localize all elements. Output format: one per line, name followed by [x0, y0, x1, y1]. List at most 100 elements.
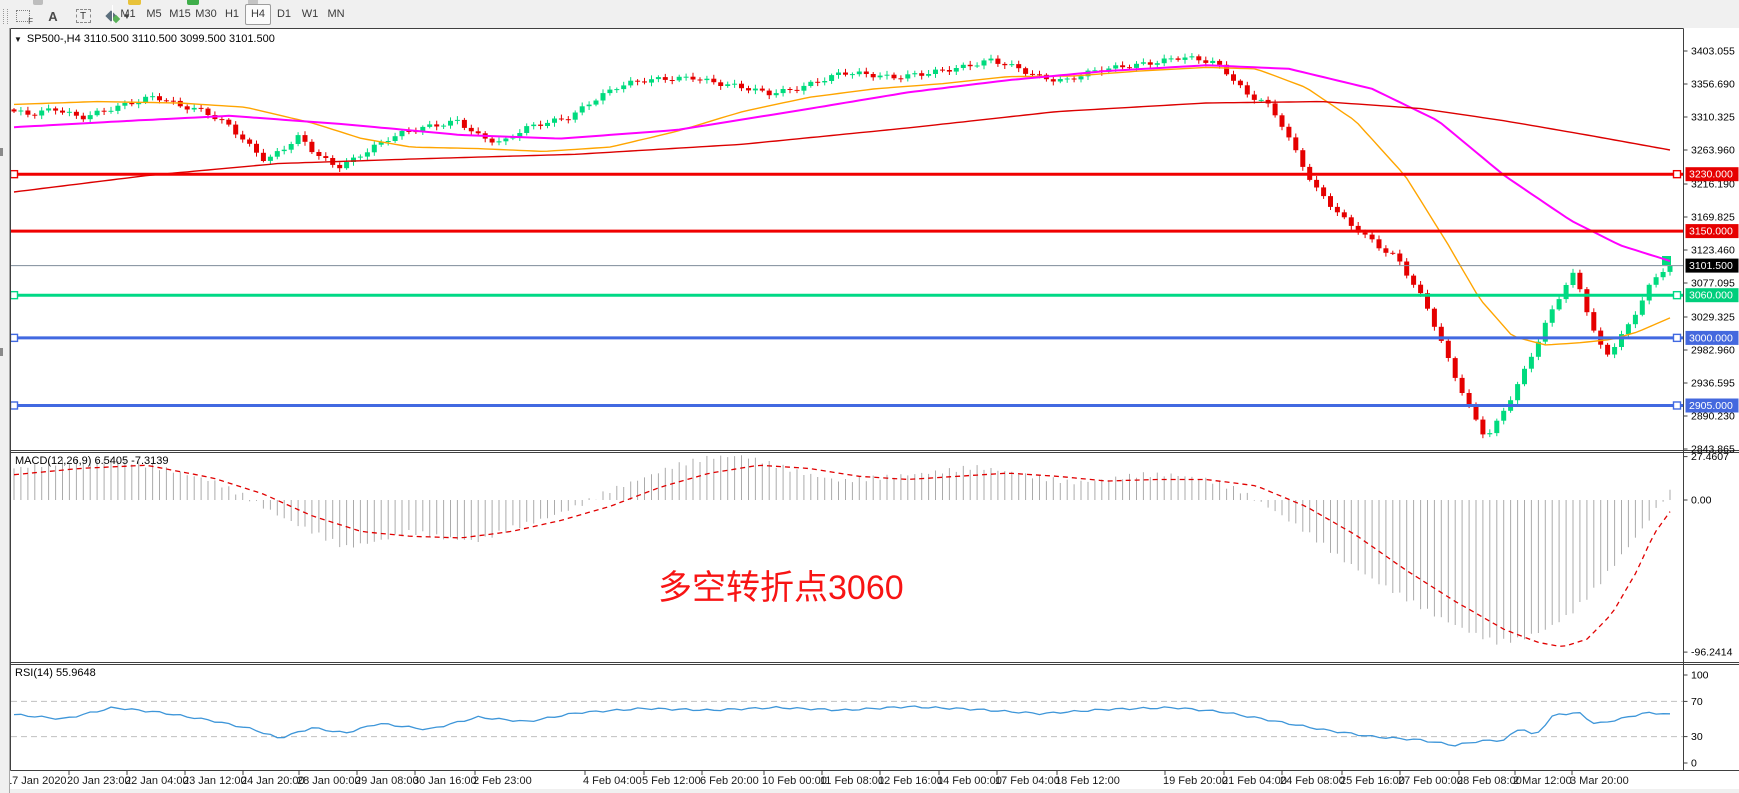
price-tick-label: 3310.325	[1691, 112, 1735, 124]
timeframe-button-W1[interactable]: W1	[301, 8, 319, 20]
chart-background	[10, 28, 1739, 789]
time-tick-label: 17 Feb 04:00	[995, 775, 1060, 787]
time-tick-label: 17 Jan 2020	[6, 775, 67, 787]
rsi-tick-label: 70	[1691, 696, 1703, 708]
drawing-tools: F A T ▼	[14, 7, 134, 26]
time-tick-label: 20 Jan 23:00	[67, 775, 131, 787]
shapes-dropdown-button[interactable]: ▼	[104, 8, 134, 24]
price-tick-label: 2936.595	[1691, 378, 1735, 390]
chart-title-text: SP500-,H4 3110.500 3110.500 3099.500 310…	[26, 33, 275, 45]
ma-fast-orange-line	[13, 66, 1671, 346]
line-handle[interactable]	[9, 401, 19, 410]
rsi-line	[13, 705, 1671, 747]
time-tick-label: 19 Feb 20:00	[1163, 775, 1228, 787]
price-tick-label: 2890.230	[1691, 411, 1735, 423]
macd-signal-line	[13, 464, 1671, 647]
snap-grid-button[interactable]: F	[14, 8, 33, 26]
line-handle[interactable]	[1672, 401, 1682, 410]
text-label-icon: A	[48, 8, 58, 24]
time-tick-label: 14 Feb 00:00	[937, 775, 1002, 787]
macd-tick-label: -96.2414	[1691, 647, 1733, 659]
price-tick-label: 3123.460	[1691, 245, 1735, 257]
price-tick-label: 3169.825	[1691, 212, 1735, 224]
time-tick-label: 24 Jan 20:00	[241, 775, 305, 787]
timeframe-button-M30[interactable]: M30	[195, 8, 217, 20]
time-tick-label: 18 Feb 12:00	[1055, 775, 1120, 787]
timeframe-toolbar: M1 M5 M15 M30 H1 H4 D1 W1 MN	[115, 4, 349, 25]
price-badge	[1685, 224, 1739, 239]
time-tick-label: 4 Feb 04:00	[583, 775, 642, 787]
rsi-tick-label: 30	[1691, 731, 1703, 743]
macd-tick-label: 27.4607	[1691, 451, 1729, 463]
price-badge-label: 2905.000	[1689, 400, 1733, 412]
rsi-label: RSI(14) 55.9648	[15, 667, 96, 679]
partial-icon	[248, 0, 258, 5]
price-axis[interactable]: 3403.055 3356.690 3310.325 3263.960 3216.190…	[1683, 46, 1739, 770]
macd-panel	[13, 455, 1671, 647]
rsi-tick-label: 100	[1691, 670, 1709, 682]
time-tick-label: 2 Feb 23:00	[473, 775, 532, 787]
time-tick-label: 5 Feb 12:00	[642, 775, 701, 787]
line-handle[interactable]	[9, 290, 19, 300]
text-label-button[interactable]: A	[44, 8, 62, 24]
price-badge	[1685, 167, 1739, 182]
line-handle[interactable]	[1672, 333, 1682, 343]
price-badge	[1685, 330, 1739, 345]
toolbar-grip[interactable]	[3, 9, 8, 24]
price-tick-label: 3403.055	[1691, 46, 1735, 58]
ma-slow-red-line	[13, 100, 1671, 193]
time-tick-label: 28 Feb 08:00	[1457, 775, 1522, 787]
time-tick-label: 24 Feb 08:00	[1280, 775, 1345, 787]
partial-icon-yellow	[128, 0, 141, 5]
chevron-down-icon: ▼	[123, 11, 131, 21]
timeframe-button-D1[interactable]: D1	[276, 8, 292, 20]
partial-icon	[33, 0, 43, 5]
line-handle[interactable]	[1672, 169, 1682, 179]
timeframe-button-H1[interactable]: H1	[224, 8, 240, 20]
macd-tick-label: 0.00	[1691, 495, 1712, 507]
bottom-strip	[0, 789, 1739, 793]
gutter-mark	[0, 348, 3, 356]
time-tick-label: 10 Feb 00:00	[762, 775, 827, 787]
text-frame-icon: T	[75, 9, 91, 23]
toolbar-separator	[112, 5, 113, 24]
time-tick-label: 28 Jan 00:00	[297, 775, 361, 787]
timeframe-button-M1[interactable]: M1	[120, 8, 136, 20]
left-gutter	[0, 28, 10, 793]
toolbar: F A T ▼ M1 M5 M15 M30 H1 H4 D1 W1 MN	[0, 0, 1739, 28]
rsi-tick-label: 0	[1691, 758, 1697, 770]
line-handle[interactable]	[1672, 290, 1682, 300]
hline-3060[interactable]	[9, 290, 1684, 300]
chart-title[interactable]: ▼ SP500-,H4 3110.500 3110.500 3099.500 3…	[14, 33, 275, 45]
line-handle[interactable]	[9, 169, 19, 179]
price-tick-label: 2982.960	[1691, 345, 1735, 357]
price-tick-label: 2843.865	[1691, 444, 1735, 456]
snap-grid-icon: F	[16, 10, 33, 26]
timeframe-button-M5[interactable]: M5	[146, 8, 162, 20]
text-frame-button[interactable]: T	[74, 8, 92, 24]
hline-3230[interactable]	[9, 169, 1684, 179]
time-tick-label: 11 Feb 08:00	[820, 775, 884, 787]
time-tick-label: 25 Feb 16:00	[1340, 775, 1405, 787]
price-tick-label: 3263.960	[1691, 145, 1735, 157]
price-tick-label: 3216.190	[1691, 179, 1735, 191]
time-tick-label: 21 Feb 04:00	[1222, 775, 1287, 787]
price-badge-label: 3000.000	[1689, 332, 1733, 344]
price-badge	[1685, 258, 1739, 273]
gutter-mark	[0, 148, 3, 156]
line-handle[interactable]	[9, 333, 19, 343]
timeframe-button-H4[interactable]: H4	[245, 4, 271, 25]
timeframe-button-MN[interactable]: MN	[327, 8, 345, 20]
time-tick-label: 27 Feb 00:00	[1398, 775, 1463, 787]
macd-label: MACD(12,26,9) 6.5405 -7.3139	[15, 455, 169, 467]
price-badge	[1685, 288, 1739, 303]
time-tick-label: 23 Jan 12:00	[183, 775, 247, 787]
time-tick-label: 6 Feb 20:00	[700, 775, 759, 787]
annotation-text[interactable]: 多空转折点3060	[658, 569, 904, 607]
time-tick-label: 22 Jan 04:00	[125, 775, 189, 787]
rsi-panel	[11, 700, 1684, 747]
time-tick-label: 12 Feb 16:00	[878, 775, 943, 787]
timeframe-button-M15[interactable]: M15	[169, 8, 191, 20]
